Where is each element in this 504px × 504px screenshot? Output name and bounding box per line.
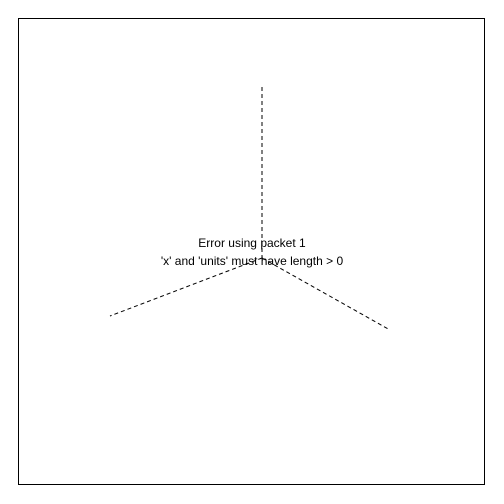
- axis-line-right: [261, 257, 391, 331]
- plot-panel: [18, 18, 485, 485]
- error-message-title: Error using packet 1: [198, 236, 306, 250]
- error-message-detail: 'x' and 'units' must have length > 0: [160, 254, 344, 268]
- axis-line-left: [109, 257, 263, 317]
